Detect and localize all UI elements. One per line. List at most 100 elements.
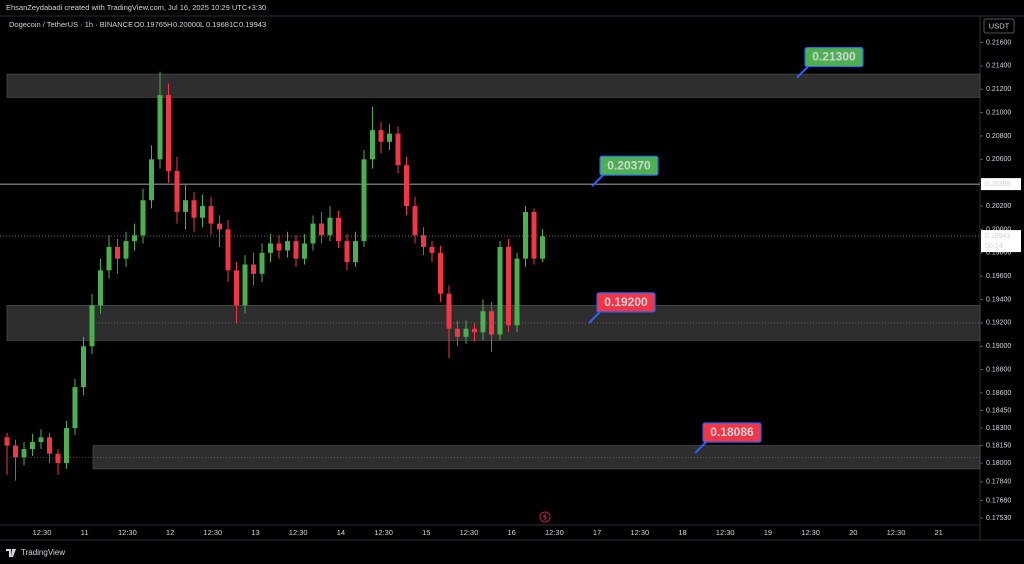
currency: USDT	[989, 21, 1010, 30]
event-icon	[539, 511, 551, 523]
x-tick-label: 12:30	[460, 528, 479, 537]
x-tick-label: 12:30	[801, 528, 820, 537]
candle-body	[387, 133, 392, 142]
ohlc-key: L	[200, 20, 204, 29]
ohlc-value: 0.19943	[239, 20, 266, 29]
x-tick-label: 16	[508, 528, 516, 537]
annotation-label: 0.19200	[604, 295, 648, 309]
candle-body	[234, 270, 239, 306]
candle-body	[404, 165, 409, 207]
candle-body	[64, 428, 69, 464]
candle-body	[302, 243, 307, 259]
candle-body	[217, 223, 222, 230]
y-tick-label: 0.18450	[986, 407, 1011, 414]
candle-body	[489, 311, 494, 335]
candle-body	[132, 235, 137, 242]
x-tick-label: 15	[422, 528, 430, 537]
y-tick-label: 0.17530	[986, 515, 1011, 522]
candle-body	[242, 264, 248, 306]
candle-body	[353, 241, 358, 263]
candle-body	[480, 311, 486, 333]
ohlc-key: C	[233, 20, 239, 29]
candle-body	[293, 241, 299, 259]
candle-body	[251, 264, 256, 274]
candle-body	[81, 346, 86, 388]
x-tick-label: 21	[935, 528, 943, 537]
candle-body	[183, 200, 188, 212]
candle-body	[540, 236, 545, 259]
candle-body	[531, 211, 537, 259]
candle-body	[514, 258, 520, 326]
y-tick-label: 0.18300	[986, 425, 1011, 432]
x-tick-label: 12:30	[887, 528, 906, 537]
candle-body	[327, 217, 333, 236]
candle-body	[276, 243, 282, 251]
brand-logo	[6, 549, 16, 557]
x-tick-label: 20	[849, 528, 857, 537]
candle-body	[21, 449, 27, 458]
y-tick-label: 0.18800	[986, 366, 1011, 373]
currency-box	[983, 18, 1015, 34]
candle-body	[497, 246, 503, 335]
x-tick-label: 12:30	[630, 528, 649, 537]
y-tick-label: 0.20200	[986, 203, 1011, 210]
x-tick-label: 12	[166, 528, 174, 537]
candle-body	[455, 328, 460, 337]
last-price-label: 0.19943	[985, 233, 1010, 240]
x-tick-label: 12:30	[203, 528, 222, 537]
candle-body	[285, 241, 290, 251]
y-tick-label: 0.20600	[986, 156, 1011, 163]
candle-body	[378, 130, 384, 142]
credit: EhsanZeydabadi created with TradingView.…	[6, 3, 266, 12]
candle-body	[55, 453, 61, 464]
y-tick-label: 0.17840	[986, 479, 1011, 486]
candle-body	[157, 95, 163, 160]
candle-body	[191, 200, 197, 218]
candle-body	[259, 252, 265, 274]
candle-body	[336, 217, 341, 242]
candle-body	[268, 243, 273, 253]
x-tick-label: 11	[81, 528, 89, 537]
candle-body	[38, 437, 44, 443]
y-tick-label: 0.17680	[986, 497, 1011, 504]
candle-body	[310, 223, 316, 244]
y-tick-label: 0.19400	[986, 296, 1011, 303]
y-tick-label: 0.21400	[986, 63, 1011, 70]
candle-body	[13, 445, 18, 458]
candle-body	[4, 437, 10, 446]
candle-body	[98, 270, 103, 306]
y-tick-label: 0.21000	[986, 109, 1011, 116]
x-tick-label: 18	[678, 528, 686, 537]
annotation-label: 0.18086	[710, 425, 754, 439]
candle-body	[149, 159, 154, 201]
candle-body	[140, 200, 146, 236]
candle-body	[225, 229, 231, 271]
ohlc-value: 0.20000	[173, 20, 200, 29]
symbol: Dogecoin / TetherUS · 1h · BINANCE	[9, 20, 133, 29]
level-label: 0.20388	[985, 181, 1010, 188]
candle-body	[438, 252, 443, 294]
countdown: 00:14	[985, 243, 1003, 250]
ohlc-value: 0.19765	[140, 20, 167, 29]
annotation-pointer	[591, 173, 605, 187]
zone	[6, 73, 981, 98]
y-tick-label: 0.20800	[986, 133, 1011, 140]
y-tick-label: 0.18000	[986, 460, 1011, 467]
y-tick-label: 0.19200	[986, 320, 1011, 327]
annotation-box	[596, 292, 656, 313]
candle-body	[115, 246, 120, 259]
annotation-box	[804, 46, 864, 68]
candle-body	[106, 246, 112, 271]
y-tick-label: 0.19600	[986, 273, 1011, 280]
ohlc-key: H	[167, 20, 172, 29]
y-tick-label: 0.18150	[986, 442, 1011, 449]
candle-body	[344, 241, 350, 263]
candle-body	[361, 159, 367, 242]
x-tick-label: 19	[764, 528, 772, 537]
x-tick-label: 13	[251, 528, 259, 537]
ohlc-value: 0.19681	[206, 20, 233, 29]
brand: TradingView	[21, 548, 65, 557]
x-tick-label: 12:30	[716, 528, 735, 537]
candle-body	[506, 246, 511, 326]
